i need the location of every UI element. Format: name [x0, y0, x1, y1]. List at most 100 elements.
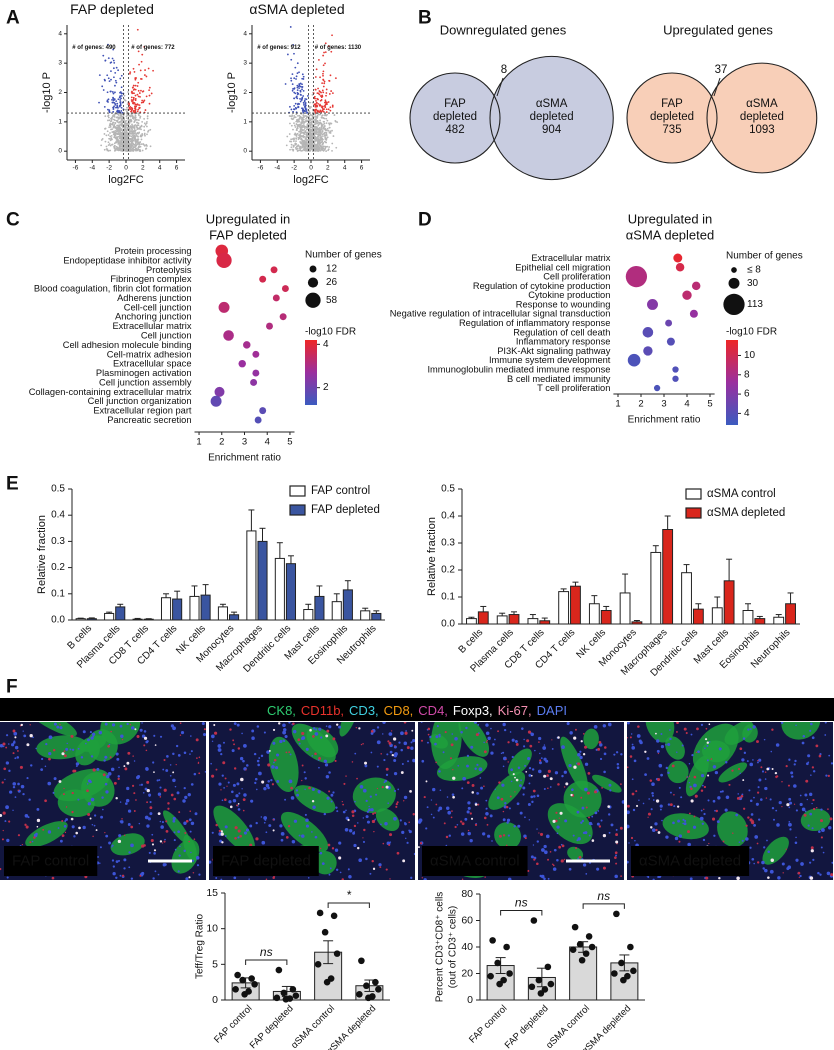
nucleus: [421, 759, 425, 763]
gene-point-texture: [107, 108, 109, 111]
cell-marker: [525, 771, 528, 773]
nucleus: [366, 820, 370, 824]
cell-marker: [474, 823, 478, 827]
cell-marker: [385, 785, 389, 789]
nucleus: [182, 799, 186, 803]
nucleus: [553, 848, 557, 852]
image-label-box: [213, 846, 319, 876]
gene-point-texture: [100, 144, 103, 147]
nucleus: [672, 821, 675, 825]
gene-point-texture: [118, 129, 121, 132]
cell-marker: [376, 787, 379, 790]
gene-point-texture: [126, 117, 128, 120]
gene-point-texture: [126, 106, 128, 109]
cell-marker: [785, 848, 787, 850]
gene-point-texture: [148, 89, 151, 92]
cell-marker: [498, 781, 501, 784]
nucleus: [314, 835, 318, 839]
gene-point-texture: [326, 119, 329, 122]
bar: [496, 615, 508, 625]
nucleus: [572, 834, 575, 837]
gene-point-texture: [302, 118, 305, 121]
significance-bracket: [582, 903, 625, 909]
nucleus: [608, 813, 611, 816]
cell-marker: [737, 767, 741, 771]
cell-marker: [669, 803, 673, 807]
nucleus: [652, 878, 655, 880]
bar: [742, 610, 754, 625]
nucleus: [801, 741, 805, 745]
gene-point-texture: [108, 143, 111, 145]
nucleus: [577, 837, 581, 841]
x-tick-label: 4: [265, 437, 270, 448]
nucleus: [317, 789, 321, 794]
cell-marker: [484, 876, 486, 878]
nucleus: [389, 841, 392, 843]
nucleus: [627, 824, 630, 829]
gene-point-texture: [319, 113, 322, 116]
gene-point-texture: [318, 143, 320, 146]
nucleus: [26, 777, 29, 780]
nucleus: [71, 748, 75, 751]
cell-marker: [614, 856, 617, 859]
cell-marker: [420, 739, 424, 742]
cell-marker: [107, 744, 110, 748]
gene-point-texture: [311, 118, 313, 121]
nucleus: [631, 778, 634, 781]
cell-marker: [392, 737, 397, 741]
gene-point-texture: [109, 126, 112, 128]
nucleus: [75, 762, 80, 766]
y-axis-label: Relative fraction: [36, 515, 48, 594]
nucleus: [423, 878, 427, 880]
nucleus: [628, 842, 630, 844]
gene-point-texture: [126, 141, 129, 144]
gene-point-texture: [328, 80, 331, 82]
nucleus: [743, 751, 747, 755]
cell-marker: [195, 738, 199, 742]
nucleus: [139, 784, 141, 786]
cell-marker: [36, 818, 41, 823]
gene-point-texture: [138, 63, 140, 66]
gene-point-texture: [115, 128, 118, 131]
data-point: [234, 971, 241, 979]
panel-label: E: [6, 474, 19, 495]
gene-point-texture: [124, 121, 126, 123]
gene-point-texture: [148, 94, 151, 97]
nucleus: [183, 751, 187, 755]
nucleus: [97, 856, 99, 858]
cell-marker: [362, 837, 364, 839]
overlap-count: 8: [501, 64, 507, 76]
cell-marker: [560, 859, 564, 863]
gene-point-texture: [320, 141, 323, 144]
cell-marker: [394, 744, 396, 747]
nucleus: [579, 750, 582, 753]
gene-point-texture: [321, 114, 324, 117]
cell-marker: [309, 728, 312, 732]
gene-point-texture: [315, 68, 318, 71]
cell-marker: [445, 835, 449, 839]
nucleus: [375, 793, 378, 796]
cell-marker: [211, 774, 215, 778]
gene-point-texture: [118, 121, 121, 123]
bar: [371, 612, 382, 621]
gene-point-texture: [322, 120, 325, 123]
gene-point-texture: [321, 137, 324, 140]
bar: [773, 616, 785, 625]
nucleus: [14, 757, 17, 760]
epithelial-region: [306, 727, 339, 758]
nucleus: [227, 781, 230, 784]
nucleus: [576, 839, 579, 842]
gene-point-texture: [113, 142, 116, 145]
nucleus: [282, 723, 286, 728]
gene-point-texture: [322, 127, 325, 130]
cell-marker: [700, 789, 704, 792]
gene-point-texture: [126, 127, 129, 130]
gene-point-texture: [314, 125, 317, 128]
nucleus: [749, 728, 752, 730]
cell-marker: [192, 872, 195, 874]
data-point: [496, 980, 503, 988]
nucleus: [809, 861, 812, 864]
gene-point-texture: [292, 148, 295, 151]
venn-set-count: 735: [662, 124, 681, 136]
nucleus: [13, 731, 18, 736]
